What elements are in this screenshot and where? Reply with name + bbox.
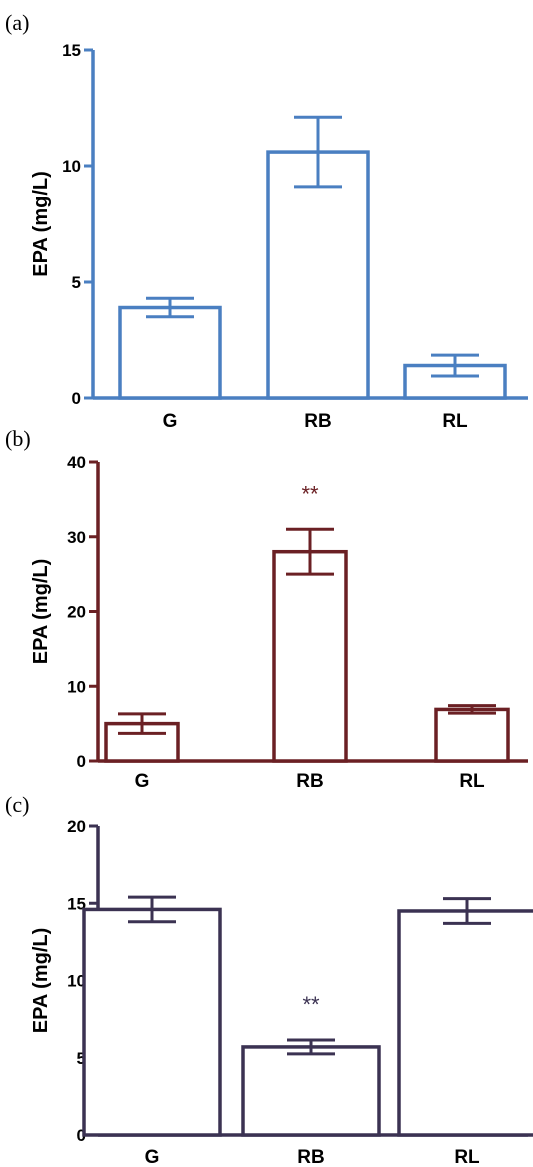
category-label: RB [304,411,331,432]
category-label: G [163,411,178,432]
y-tick-label: 5 [72,273,81,292]
panel-label: (c) [5,792,29,817]
category-label: RB [297,1147,324,1167]
y-tick-label: 15 [62,41,81,60]
bar-RL [434,707,510,763]
y-tick-label: 0 [77,752,86,771]
y-axis-label: EPA (mg/L) [30,171,52,277]
category-label: RL [454,1147,480,1167]
category-label: RL [459,771,485,792]
y-tick-label: 10 [67,972,86,991]
panel-label: (b) [5,426,31,451]
category-label: RB [296,771,323,792]
panel-label: (a) [5,10,29,35]
significance-marker: ** [302,992,320,1017]
category-label: G [145,1147,160,1167]
bar-RB [272,549,348,763]
category-label: G [135,771,150,792]
bar-G [118,305,222,400]
y-tick-label: 30 [67,528,86,547]
y-tick-label: 0 [77,1126,86,1145]
significance-marker: ** [301,481,319,506]
y-tick-label: 10 [62,157,81,176]
bar-RB [241,1045,381,1137]
y-tick-label: 0 [72,389,81,408]
bar-G [82,907,222,1137]
y-axis-label: EPA (mg/L) [30,559,52,665]
y-axis-label: EPA (mg/L) [30,928,52,1034]
y-tick-label: 20 [67,603,86,622]
y-tick-label: 10 [67,677,86,696]
bar-RB [266,150,370,400]
category-label: RL [442,411,468,432]
y-tick-label: 40 [67,453,86,472]
y-tick-label: 15 [67,894,86,913]
y-tick-label: 5 [77,1049,86,1068]
bar-RL [397,909,533,1137]
y-tick-label: 20 [67,817,86,836]
